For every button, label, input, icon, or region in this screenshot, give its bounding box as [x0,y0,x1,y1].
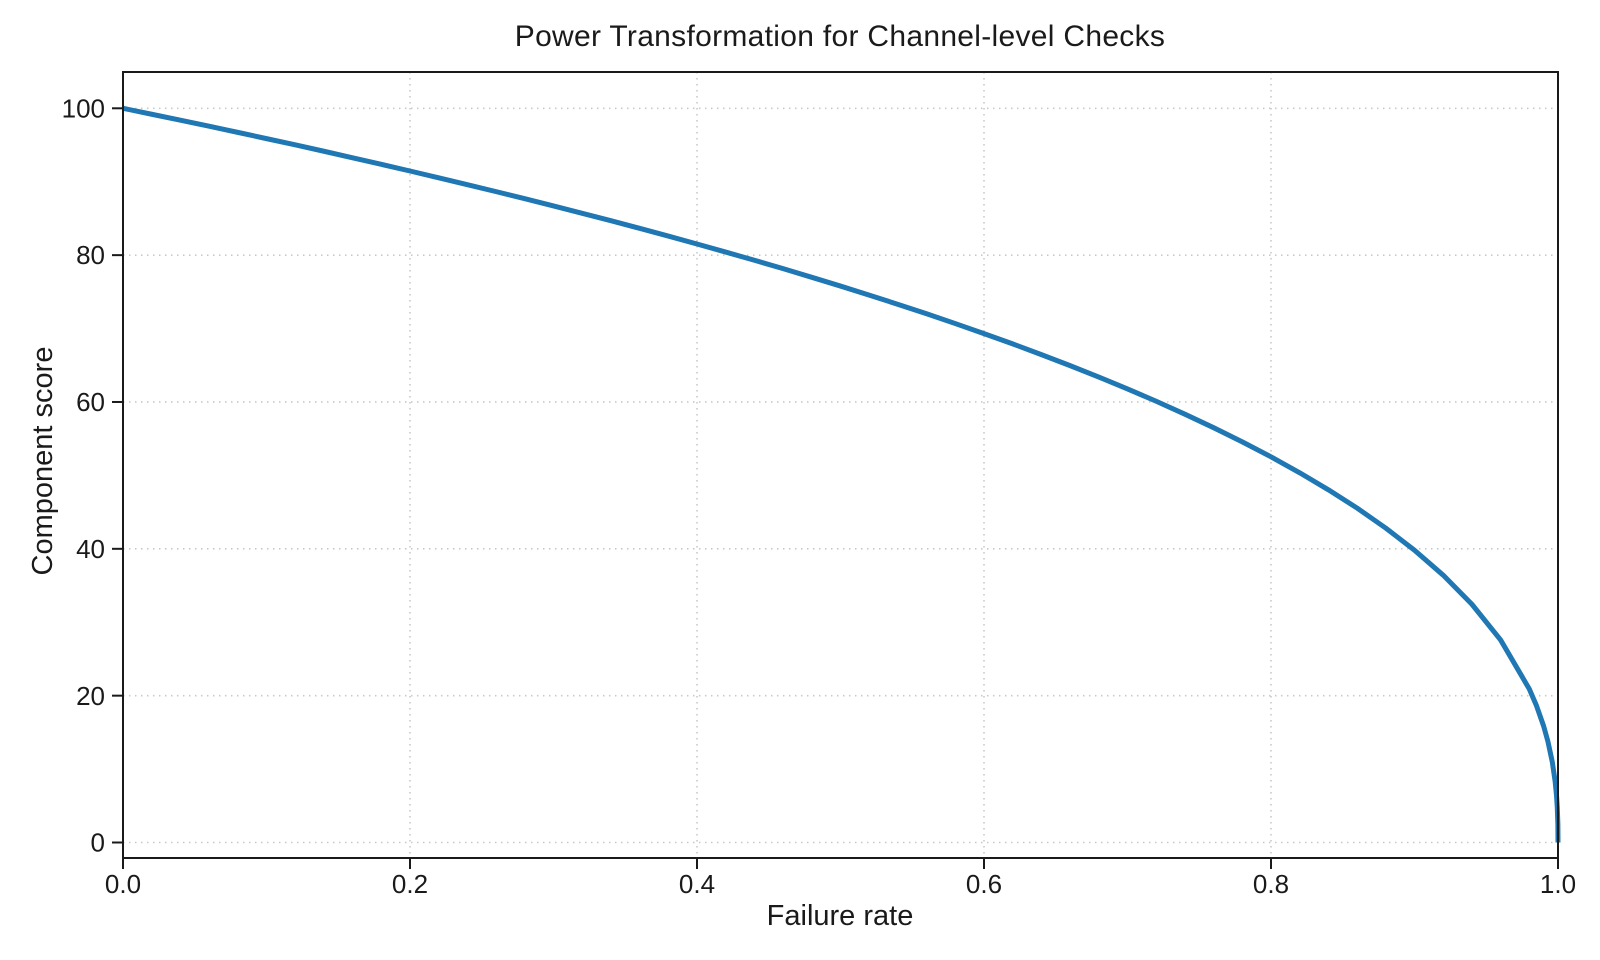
axis-ticks [112,107,1559,869]
x-tick-label: 0.4 [679,869,715,899]
y-tick-labels: 0 20 40 60 80 100 [62,93,105,857]
x-tick-label: 1.0 [1540,869,1576,899]
chart-title: Power Transformation for Channel-level C… [515,20,1165,53]
x-tick-labels: 0.0 0.2 0.4 0.6 0.8 1.0 [105,869,1576,899]
y-tick-label: 0 [91,828,105,858]
x-tick-label: 0.0 [105,869,141,899]
x-tick-label: 0.8 [1253,869,1289,899]
x-tick-label: 0.2 [392,869,428,899]
series-group [122,105,1561,843]
x-axis-label: Failure rate [767,900,914,932]
x-tick-label: 0.6 [966,869,1002,899]
curve-line [122,105,1561,843]
axes-spines [122,71,1559,859]
y-tick-label: 60 [76,387,105,417]
y-tick-label: 80 [76,240,105,270]
gridlines [122,72,1559,858]
y-axis-label: Component score [27,347,59,576]
y-tick-label: 100 [62,93,105,123]
y-tick-label: 20 [76,681,105,711]
y-tick-label: 40 [76,534,105,564]
